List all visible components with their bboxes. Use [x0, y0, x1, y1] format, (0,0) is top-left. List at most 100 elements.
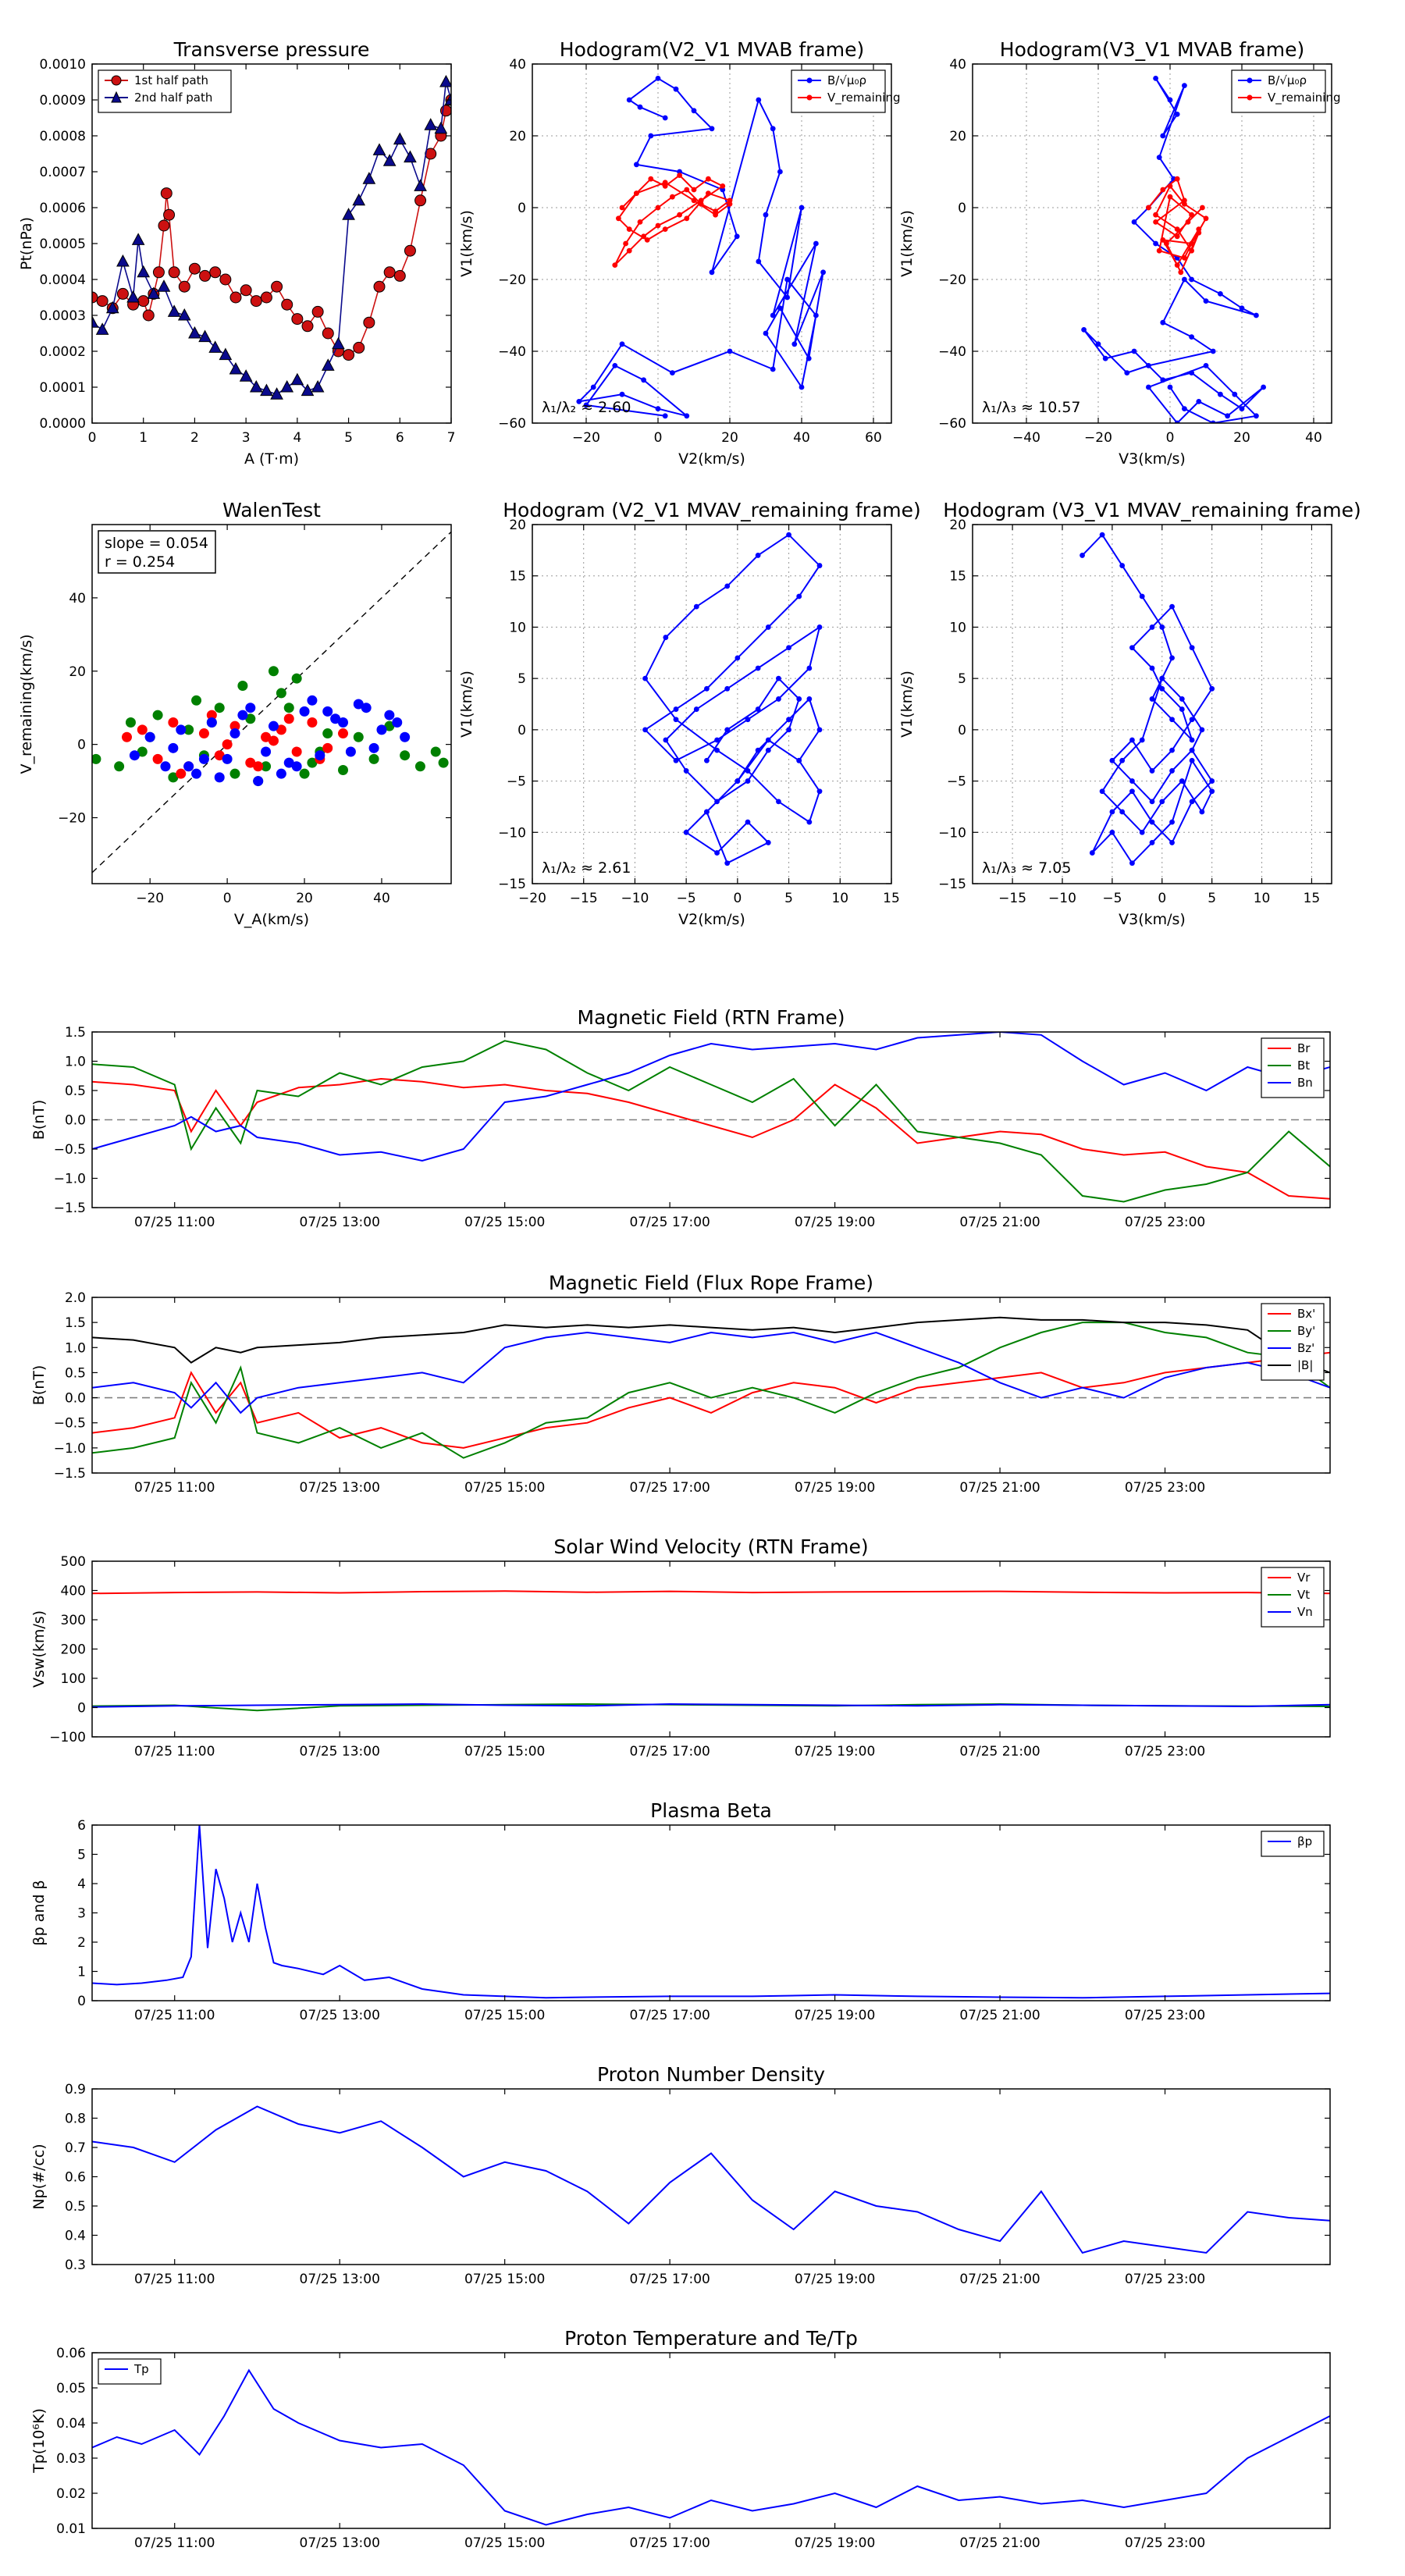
x-tick-label: 07/25 21:00: [959, 2535, 1040, 2551]
point-marker: [755, 665, 761, 671]
point-marker: [704, 757, 710, 763]
point-marker: [662, 180, 668, 186]
y-tick-label: 0.6: [65, 2170, 86, 2186]
point-marker: [1261, 384, 1266, 390]
point-marker: [777, 169, 783, 175]
plot-area-mfrtn: [92, 1032, 1330, 1203]
panel-title: Hodogram(V2_V1 MVAB frame): [560, 38, 864, 61]
point-marker: [816, 788, 823, 795]
plot-area-h31r: [1080, 532, 1215, 866]
y-tick-label: −0.5: [54, 1142, 86, 1158]
point-marker: [612, 363, 618, 368]
point-marker: [776, 799, 781, 805]
panel-beta: 07/25 11:00 07/25 13:00 07/25 15:00 07/25 1…: [30, 1799, 1331, 2023]
point-marker: [644, 237, 650, 243]
point-marker: [1189, 737, 1195, 743]
point-marker: [816, 624, 823, 630]
x-tick-label: 07/25 11:00: [134, 2008, 215, 2023]
point-marker: [1119, 563, 1126, 568]
point-marker: [683, 768, 689, 774]
point-marker: [1080, 553, 1085, 558]
point-marker: [634, 162, 639, 168]
x-tick-label: 5: [784, 891, 793, 906]
x-tick-label: 4: [293, 430, 301, 446]
x-tick-label: 2: [190, 430, 199, 446]
x-tick-label: 07/25 11:00: [134, 1480, 215, 1496]
point-circle: [142, 309, 155, 322]
series-0-line: [92, 2105, 1330, 2254]
point-marker: [786, 727, 791, 733]
point-marker: [655, 222, 661, 229]
x-tick-label: −10: [621, 891, 649, 906]
point-circle: [229, 291, 242, 304]
x-tick-label: −20: [572, 430, 600, 446]
point-marker: [1159, 624, 1165, 630]
point-green: [353, 731, 364, 742]
y-axis-label: Tp(10⁶K): [30, 2408, 48, 2474]
point-blue: [400, 731, 411, 742]
panel-title: Transverse pressure: [173, 38, 370, 61]
panel-title: Magnetic Field (RTN Frame): [578, 1006, 845, 1029]
point-marker: [1218, 291, 1223, 297]
y-tick-label: −20: [938, 272, 966, 288]
panel-title: Hodogram(V3_V1 MVAB frame): [1000, 38, 1304, 61]
point-marker: [670, 370, 675, 375]
y-tick-label: 0.06: [56, 2346, 86, 2361]
legend: B/√μ₀ρ V_remaining: [791, 69, 901, 113]
point-marker: [1139, 593, 1145, 600]
plot-area-swv: [92, 1590, 1330, 1712]
x-tick-label: 6: [396, 430, 404, 446]
point-marker: [786, 717, 791, 723]
x-tick-label: 07/25 13:00: [300, 1215, 380, 1230]
point-marker: [1169, 768, 1175, 774]
x-axis-label: V2(km/s): [678, 911, 745, 928]
point-marker: [724, 860, 731, 866]
y-tick-label: −60: [938, 416, 966, 432]
point-green: [400, 750, 411, 761]
x-tick-label: 07/25 11:00: [134, 1744, 215, 1759]
x-tick-label: 07/25 23:00: [1125, 1215, 1205, 1230]
point-triangle: [95, 322, 109, 335]
point-marker: [709, 126, 715, 132]
point-blue: [345, 746, 356, 757]
point-marker: [1109, 757, 1115, 763]
point-green: [368, 753, 379, 764]
x-tick-label: 0: [654, 430, 663, 446]
point-marker: [709, 269, 715, 276]
series-by--line: [92, 1322, 1330, 1459]
x-tick-label: 07/25 19:00: [795, 1480, 875, 1496]
y-tick-label: −15: [938, 877, 966, 892]
point-circle: [260, 291, 272, 304]
point-marker: [1189, 334, 1194, 340]
point-green: [214, 703, 225, 713]
y-tick-label: 0.0001: [40, 380, 86, 396]
point-marker: [724, 727, 731, 733]
x-tick-label: 0: [1158, 891, 1166, 906]
point-triangle: [131, 233, 145, 245]
point-marker: [776, 696, 781, 702]
point-marker: [691, 187, 697, 193]
plot-area-h21r: [642, 532, 823, 866]
legend-label: 1st half path: [134, 73, 208, 87]
point-triangle: [362, 172, 376, 184]
x-tick-label: 07/25 17:00: [629, 2535, 710, 2551]
point-marker: [1189, 757, 1195, 763]
point-marker: [745, 768, 751, 774]
point-blue: [214, 772, 225, 783]
legend-frame: [1261, 1303, 1325, 1381]
point-green: [430, 746, 441, 757]
point-marker: [1182, 276, 1187, 283]
point-marker: [1119, 757, 1126, 763]
y-tick-label: 0: [77, 1994, 86, 2009]
plot-area-walen: [92, 531, 451, 873]
x-tick-label: 40: [793, 430, 810, 446]
x-tick-label: 20: [1233, 430, 1250, 446]
point-marker: [691, 197, 697, 204]
point-circle: [301, 320, 314, 333]
y-tick-label: 20: [949, 129, 966, 144]
x-axis-label: V3(km/s): [1119, 911, 1186, 928]
point-marker: [745, 717, 751, 723]
point-marker: [763, 212, 769, 218]
point-marker: [583, 402, 589, 408]
point-circle: [160, 187, 173, 200]
